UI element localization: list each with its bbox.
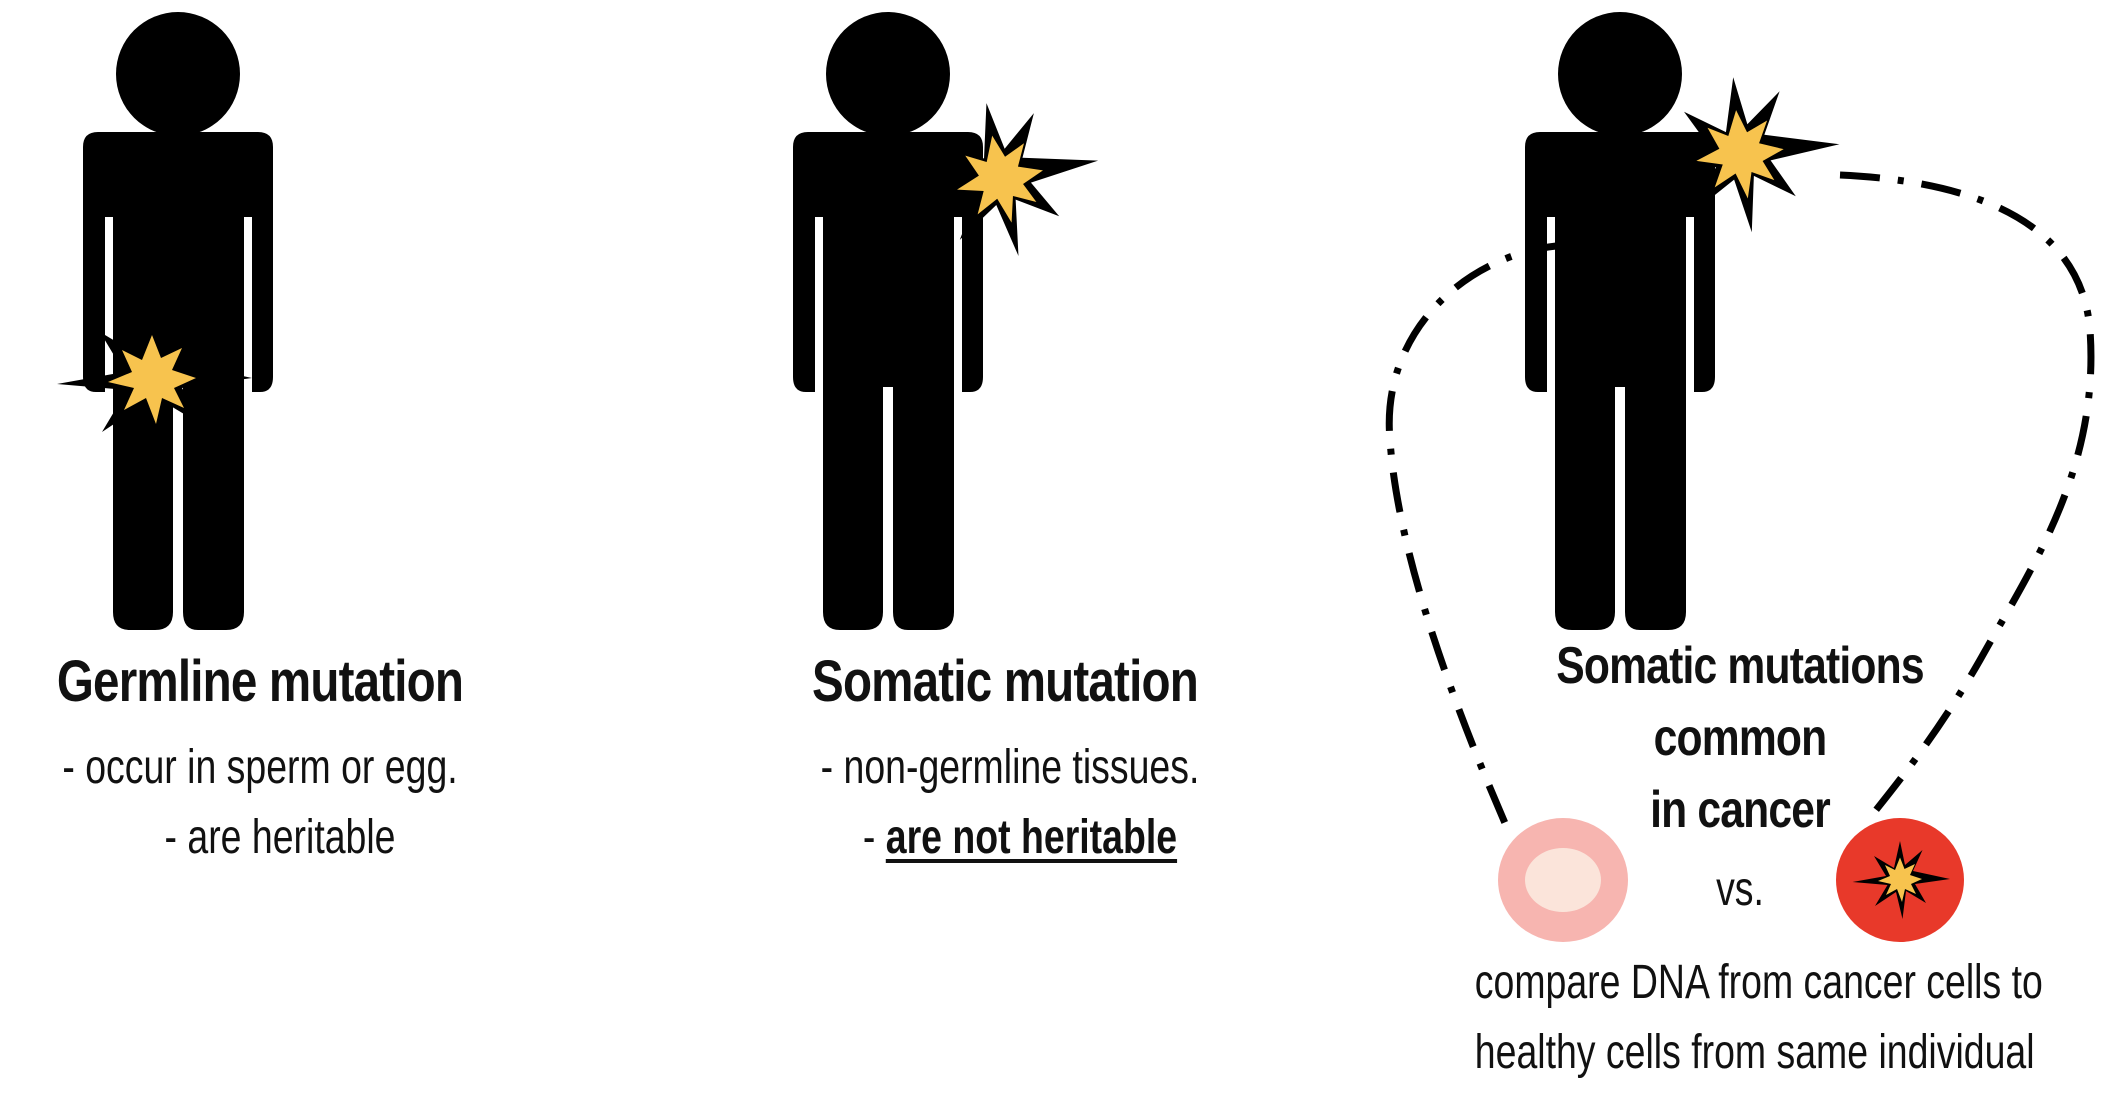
panel-line: - occur in sperm or egg. [62,741,458,794]
emphasis-text: are not heritable [885,811,1178,864]
panel-line: - non-germline tissues. [820,741,1200,794]
caption-line: compare DNA from cancer cells to [1474,956,2043,1009]
panel-title-line: common [1653,709,1828,767]
panel-title: Somatic mutation [812,649,1199,714]
panel-line: - are heritable [164,811,396,864]
dash-prefix: - [862,811,886,864]
healthy-cell-icon [1498,818,1628,942]
panel-title: Germline mutation [56,649,464,714]
person-icon [793,12,983,630]
caption-line: healthy cells from same individual [1474,1026,2035,1079]
panel-title-line: Somatic mutations [1556,637,1924,695]
panel-title-line: in cancer [1650,781,1831,839]
dashdot-connector [1839,171,2095,818]
cancer-cell-icon [1836,818,1964,942]
vs-label: vs. [1716,863,1764,916]
dashdot-connector [1385,241,1569,832]
person-icon [83,12,273,630]
person-icon [1525,12,1715,630]
panel-line: - are not heritable [802,810,1239,865]
